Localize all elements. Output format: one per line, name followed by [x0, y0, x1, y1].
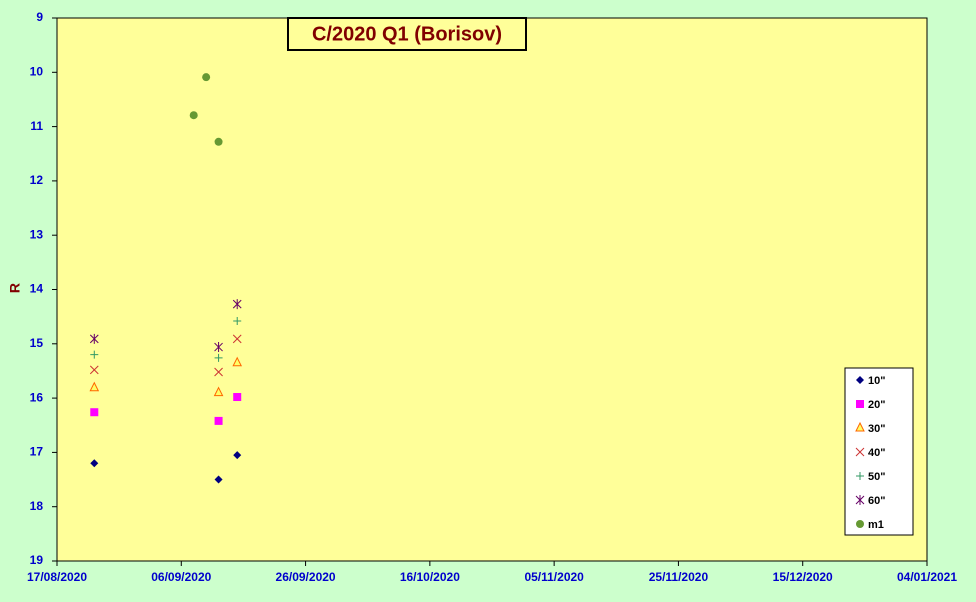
legend-label: 60" — [868, 495, 885, 507]
legend-marker — [856, 376, 864, 384]
marker — [214, 342, 223, 353]
legend-marker — [856, 400, 864, 408]
legend-label: 50" — [868, 471, 885, 483]
marker — [233, 316, 242, 325]
marker — [90, 350, 99, 359]
chart-title: C/2020 Q1 (Borisov) — [312, 23, 502, 45]
y-tick-label: 10 — [30, 64, 44, 78]
marker — [214, 353, 223, 362]
legend-label: 20" — [868, 399, 885, 411]
marker — [189, 111, 198, 120]
marker — [233, 393, 242, 402]
y-tick-label: 9 — [36, 10, 43, 24]
marker — [232, 356, 243, 367]
marker — [214, 475, 223, 484]
x-tick-label: 26/09/2020 — [276, 570, 336, 584]
y-axis-label: R — [7, 283, 23, 293]
marker — [202, 73, 211, 82]
y-tick-label: 11 — [30, 119, 43, 133]
marker — [214, 416, 223, 425]
y-tick-label: 18 — [30, 499, 44, 513]
legend-marker — [855, 495, 865, 505]
marker — [90, 459, 99, 468]
legend-label: m1 — [868, 519, 884, 531]
marker — [90, 408, 99, 417]
y-tick-label: 12 — [30, 173, 44, 187]
marker — [89, 365, 99, 375]
legend-marker — [856, 520, 864, 528]
y-tick-label: 13 — [30, 227, 44, 241]
marker — [214, 367, 223, 377]
x-tick-label: 25/11/2020 — [649, 570, 709, 584]
legend-label: 30" — [868, 423, 885, 435]
y-tick-label: 17 — [30, 445, 44, 459]
title-box — [287, 17, 527, 51]
marker — [213, 386, 224, 397]
y-tick-label: 15 — [30, 336, 44, 350]
y-tick-label: 14 — [30, 282, 44, 296]
legend-box — [844, 367, 914, 536]
y-tick-label: 19 — [30, 553, 44, 567]
x-tick-label: 17/08/2020 — [27, 570, 87, 584]
marker — [233, 451, 242, 460]
marker — [89, 333, 99, 344]
marker — [89, 381, 100, 392]
marker — [214, 137, 223, 146]
x-tick-label: 15/12/2020 — [773, 570, 833, 584]
plot-area — [56, 17, 928, 562]
legend-label: 40" — [868, 447, 885, 459]
x-tick-label: 06/09/2020 — [151, 570, 211, 584]
legend-marker — [856, 472, 864, 480]
marker — [232, 299, 242, 310]
marker — [232, 334, 242, 344]
x-tick-label: 16/10/2020 — [400, 570, 460, 584]
y-tick-label: 16 — [30, 390, 44, 404]
x-tick-label: 04/01/2021 — [897, 570, 957, 584]
x-tick-label: 05/11/2020 — [524, 570, 584, 584]
legend-label: 10" — [868, 375, 885, 387]
legend-marker — [855, 447, 865, 457]
legend-marker — [855, 421, 865, 432]
